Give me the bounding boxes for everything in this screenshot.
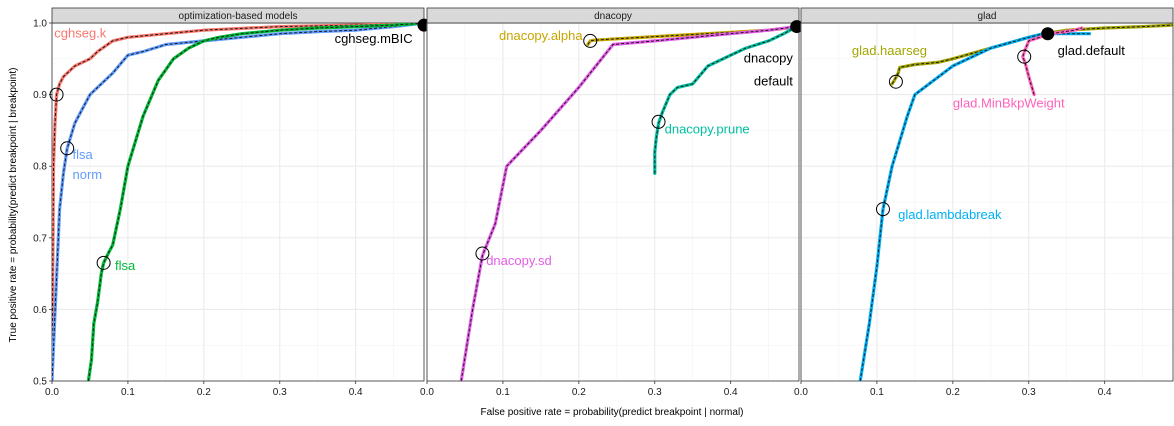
series-label-2: flsa norm (72, 147, 102, 182)
default-label: dnacopy default (744, 50, 794, 88)
series-label-line: dnacopy.prune (665, 121, 750, 136)
series-label-line: glad.haarseg (852, 43, 927, 58)
series-label-1: cghseg.k (54, 25, 107, 40)
series-label-line: norm (72, 167, 102, 182)
series-label-1: dnacopy.alpha (499, 28, 583, 43)
series-point-1 (583, 33, 598, 48)
series-label-line: dnacopy.alpha (499, 28, 583, 43)
strip-title: glad (978, 11, 997, 22)
x-tick-label: 0.4 (349, 387, 363, 398)
strip-background (51, 7, 425, 24)
default-label-line: glad.default (1058, 43, 1126, 58)
series-point-1 (888, 74, 903, 89)
x-tick-label: 0.0 (45, 387, 59, 398)
x-tick-label: 0.0 (420, 387, 434, 398)
series-point-1 (49, 87, 64, 102)
series-label-line: flsa (72, 147, 93, 162)
x-tick-label: 0.4 (1098, 387, 1112, 398)
panel-2: dnacopy 0.0 0.1 0.2 0.3 0.4 dnacopy.alpha dnaco… (420, 7, 804, 398)
series-label-line: glad.lambdabreak (898, 207, 1002, 222)
y-tick-label: 0.7 (33, 233, 47, 244)
y-tick-label: 0.8 (33, 162, 47, 173)
default-label: glad.default (1058, 43, 1126, 58)
default-label: cghseg.mBIC (335, 31, 413, 46)
default-label-line: default (754, 73, 793, 88)
x-tick-label: 0.1 (496, 387, 510, 398)
x-tick-label: 0.1 (870, 387, 884, 398)
series-label-line: flsa (115, 258, 136, 273)
series-point-2 (475, 246, 490, 261)
default-point (1041, 27, 1055, 41)
series-point-3 (651, 114, 666, 129)
series-label-2: glad.lambdabreak (898, 207, 1002, 222)
x-tick-label: 0.2 (197, 387, 211, 398)
minor-grid (801, 23, 1173, 381)
x-tick-label: 0.3 (273, 387, 287, 398)
panel-data (52, 23, 424, 381)
series-label-3: dnacopy.prune (665, 121, 750, 136)
series-label-1: glad.haarseg (852, 43, 927, 58)
x-axis-title: False positive rate = probability(predic… (481, 407, 744, 418)
minor-grid (427, 23, 799, 381)
y-tick-label: 0.5 (33, 377, 47, 388)
series-point-3 (96, 255, 111, 270)
default-point (790, 20, 804, 34)
series-point-2 (875, 202, 890, 217)
series-dash-3 (654, 26, 797, 174)
x-tick-label: 0.3 (648, 387, 662, 398)
series-label-3: flsa (115, 258, 136, 273)
series-dash-1 (891, 24, 1173, 85)
x-tick-label: 0.2 (572, 387, 586, 398)
series-point-3 (1017, 49, 1032, 64)
x-tick-label: 0.1 (121, 387, 135, 398)
y-axis-title: True positive rate = probability(predict… (8, 68, 19, 343)
panel-data (459, 25, 799, 381)
strip-title: dnacopy (594, 11, 632, 22)
panels-layer: optimization-based models 0.0 0.1 0.2 0.3 0.4… (33, 7, 1174, 398)
default-label-line: cghseg.mBIC (335, 31, 413, 46)
x-tick-label: 0.3 (1022, 387, 1036, 398)
y-tick-label: 0.6 (33, 305, 47, 316)
series-dash-3 (1022, 27, 1083, 95)
default-label-line: dnacopy (744, 50, 794, 65)
series-label-2: dnacopy.sd (486, 253, 552, 268)
series-dash-3 (87, 23, 424, 381)
series-label-line: glad.MinBkpWeight (953, 95, 1065, 110)
series-label-line: dnacopy.sd (486, 253, 552, 268)
x-tick-label: 0.2 (946, 387, 960, 398)
strip-background (800, 7, 1174, 24)
panel-1: optimization-based models 0.0 0.1 0.2 0.3 0.4… (33, 7, 431, 398)
minor-grid (52, 23, 424, 381)
x-tick-label: 0.4 (724, 387, 738, 398)
y-tick-label: 1.0 (33, 19, 47, 30)
series-point-2 (60, 141, 75, 156)
series-dash-2 (460, 26, 797, 381)
y-tick-label: 0.9 (33, 90, 47, 101)
strip-title: optimization-based models (179, 11, 298, 22)
strip-background (426, 7, 800, 24)
series-label-3: glad.MinBkpWeight (953, 95, 1065, 110)
x-tick-label: 0.0 (794, 387, 808, 398)
series-dash-1 (52, 23, 424, 381)
series-dash-2 (52, 23, 424, 381)
panel-3: glad 0.0 0.1 0.2 0.3 0.4 glad.haarseg glad.lamb… (794, 7, 1174, 398)
series-label-line: cghseg.k (54, 25, 107, 40)
